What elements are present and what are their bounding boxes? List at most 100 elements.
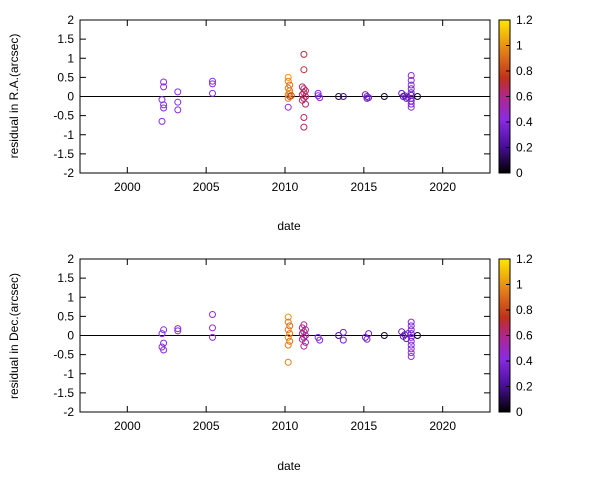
dec-data-point <box>414 332 421 339</box>
dec-xtick-label: 2010 <box>272 419 299 433</box>
ra-data-point <box>302 100 309 108</box>
dec-data-point <box>209 311 216 318</box>
ra-xtick-label: 2015 <box>350 180 377 194</box>
ra-xlabel: date <box>277 219 301 233</box>
dec-data-point <box>160 346 168 354</box>
dec-colorbar-tick-label: 1 <box>516 278 523 292</box>
ra-colorbar-tick-label: 1.2 <box>516 13 533 27</box>
dec-xtick-label: 2020 <box>429 419 456 433</box>
chart-ra: residual in R.A.(arcsec) date -2 -1.5 -1 -0… <box>7 13 533 233</box>
ra-data-point <box>363 94 371 102</box>
dec-data-point <box>174 325 182 333</box>
dec-xtick-label: 2000 <box>114 419 141 433</box>
dec-data-point <box>407 349 415 357</box>
ra-ytick-label: -2 <box>63 166 74 180</box>
ra-colorbar-tick-label: 0.4 <box>516 115 533 129</box>
ra-data-point <box>335 93 343 100</box>
ra-ytick-label: 2 <box>67 13 74 27</box>
dec-colorbar: 0 0.2 0.4 0.6 0.8 1 1.2 <box>498 252 533 419</box>
ra-data-point <box>407 76 415 84</box>
ra-ytick-label: -1 <box>63 128 74 142</box>
ra-data-point <box>407 103 415 111</box>
ra-xtick-label: 2000 <box>114 180 141 194</box>
dec-data-point <box>407 318 415 326</box>
ra-data-point <box>407 72 415 79</box>
ra-data-point <box>300 114 308 121</box>
dec-data-point <box>284 313 292 321</box>
dec-data-point <box>284 318 292 326</box>
dec-ytick-label: 1 <box>67 290 74 304</box>
dec-data-point <box>335 332 343 339</box>
dec-ytick-label: -0.5 <box>53 348 74 362</box>
dec-xtick-label: 2005 <box>193 419 220 433</box>
ra-ylabel: residual in R.A.(arcsec) <box>7 34 21 159</box>
ra-data-point <box>399 93 407 100</box>
dec-ytick-label: -2 <box>63 405 74 419</box>
dec-ytick-label: 2 <box>67 252 74 266</box>
dec-colorbar-ticks: 0 0.2 0.4 0.6 0.8 1 1.2 <box>506 252 533 419</box>
ra-grid-ticks: -2 -1.5 -1 -0.5 0 0.5 1 1.5 2 2000 2005 2010 2015 202… <box>53 13 490 194</box>
dec-data-point <box>286 322 294 330</box>
ra-points <box>158 50 421 131</box>
ra-data-point <box>174 106 182 114</box>
dec-data-point <box>407 326 415 334</box>
dec-data-point <box>407 341 415 349</box>
dec-data-point <box>286 330 294 338</box>
dec-data-point <box>209 333 216 341</box>
ra-data-point <box>300 66 308 74</box>
dec-data-point <box>363 335 371 343</box>
ra-data-point <box>158 117 166 125</box>
dec-data-point <box>209 324 216 332</box>
dec-data-point <box>407 333 415 341</box>
dec-data-point <box>407 353 415 360</box>
dec-plot-frame <box>79 258 491 413</box>
ra-data-point <box>284 77 292 85</box>
dec-data-point <box>407 337 415 345</box>
dec-data-point <box>365 330 373 338</box>
dec-data-point <box>160 326 168 334</box>
ra-data-point <box>209 89 216 97</box>
dec-ytick-label: 0 <box>67 329 74 343</box>
dec-data-point <box>407 345 415 353</box>
dec-data-point <box>339 328 347 336</box>
ra-data-point <box>300 50 308 58</box>
dec-ytick-label: 0.5 <box>57 309 74 323</box>
ra-ytick-label: -1.5 <box>53 147 74 161</box>
dec-data-point <box>339 336 347 344</box>
ra-data-point <box>160 101 168 109</box>
ra-data-point <box>284 73 292 81</box>
dec-data-point <box>316 336 324 344</box>
dec-data-point <box>286 337 294 345</box>
ra-colorbar-tick-label: 0.8 <box>516 64 533 78</box>
ra-data-point <box>284 91 292 99</box>
dec-colorbar-tick-label: 0 <box>516 405 523 419</box>
ra-colorbar-tick-label: 0.2 <box>516 141 533 155</box>
dec-data-point <box>160 339 168 347</box>
ra-data-point <box>174 88 182 96</box>
dec-grid-ticks: -2 -1.5 -1 -0.5 0 0.5 1 1.5 2 2000 2005 2010 2015 202… <box>53 252 490 433</box>
ra-data-point <box>300 89 308 97</box>
ra-data-point <box>298 83 306 91</box>
dec-points <box>158 311 421 366</box>
ra-data-point <box>160 104 168 112</box>
ra-xtick-label: 2010 <box>272 180 299 194</box>
dec-colorbar-tick-label: 0.2 <box>516 380 533 394</box>
ra-data-point <box>363 93 371 100</box>
dec-data-point <box>407 330 415 338</box>
ra-colorbar-tick-label: 1 <box>516 39 523 53</box>
dec-data-point <box>407 322 415 330</box>
dec-data-point <box>380 332 388 339</box>
ra-data-point <box>407 100 415 108</box>
ra-data-point <box>298 96 306 104</box>
ra-xtick-label: 2005 <box>193 180 220 194</box>
dec-data-point <box>284 358 292 366</box>
dec-data-point <box>302 338 309 346</box>
ra-data-point <box>284 103 292 111</box>
ra-ytick-label: 0.5 <box>57 70 74 84</box>
dec-data-point <box>284 326 292 334</box>
ra-data-point <box>407 81 415 89</box>
dec-ytick-label: -1.5 <box>53 386 74 400</box>
chart-dec: residual in Dec.(arcsec) date -2 -1.5 -1 -0… <box>7 252 533 473</box>
ra-colorbar-tick-label: 0 <box>516 166 523 180</box>
